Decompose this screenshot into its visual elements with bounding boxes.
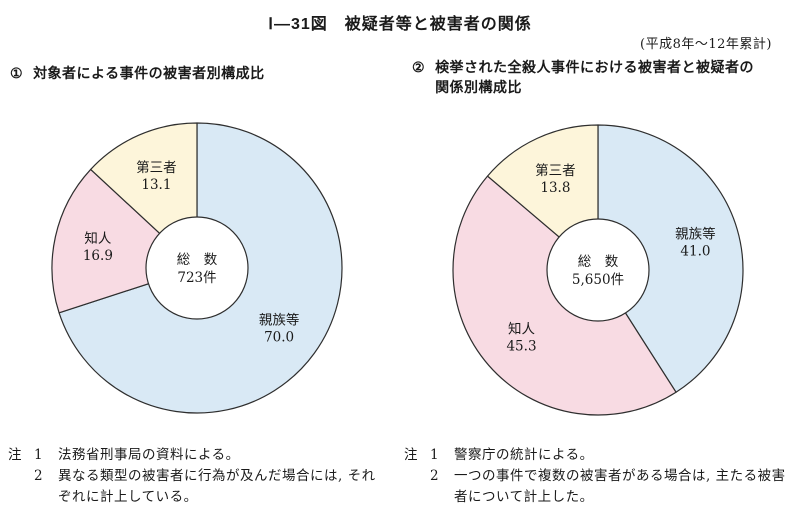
chart1-heading: ① 対象者による事件の被害者別構成比 — [10, 63, 362, 83]
note-item-text: 法務省刑事局の資料による。 — [58, 447, 240, 463]
center-total-label: 総 数 — [177, 252, 218, 268]
slice-value: 70.0 — [264, 330, 294, 346]
note-item-number: 1 — [430, 447, 440, 463]
slice-value: 13.1 — [141, 177, 171, 193]
chart1-notes: 注 1 法務省刑事局の資料による。 2 異なる類型の被害者に行為が及んだ場合には… — [8, 445, 380, 508]
chart1-heading-text: 対象者による事件の被害者別構成比 — [33, 65, 265, 81]
note-label-spacer — [8, 466, 34, 508]
note-label: 注 — [8, 447, 22, 463]
figure-subtitle: (平成8年～12年累計) — [640, 37, 772, 52]
donut-hole — [145, 216, 249, 320]
slice-label: 第三者 — [535, 162, 576, 179]
center-total-value: 723件 — [177, 270, 216, 286]
note-label: 注 — [404, 447, 418, 463]
note-item-text: 警察庁の統計による。 — [454, 447, 594, 463]
chart1-heading-number: ① — [10, 65, 24, 81]
chart2-heading-number: ② — [412, 59, 426, 75]
slice-label: 知人 — [84, 230, 111, 247]
slice-label: 親族等 — [675, 226, 716, 243]
note-label-spacer — [404, 466, 430, 508]
note-item-number: 1 — [34, 447, 44, 463]
center-total-label: 総 数 — [578, 254, 619, 270]
donut-hole — [546, 218, 650, 322]
note-item-text: 異なる類型の被害者に行為が及んだ場合には, それぞれに計上している。 — [58, 467, 376, 505]
pie-slice-親族等 — [597, 124, 744, 393]
slice-label: 親族等 — [259, 312, 300, 329]
slice-value: 16.9 — [83, 248, 113, 264]
chart2-heading: ② 検挙された全殺人事件における被害者と被疑者の関係別構成比 — [412, 57, 766, 98]
slice-label: 第三者 — [136, 159, 177, 176]
center-total-value: 5,650件 — [572, 272, 624, 288]
slice-value: 45.3 — [506, 339, 536, 355]
slice-value: 13.8 — [540, 180, 570, 196]
slice-value: 41.0 — [680, 244, 710, 260]
chart2-heading-text: 検挙された全殺人事件における被害者と被疑者の関係別構成比 — [435, 59, 755, 96]
figure-title: Ⅰ―31図 被疑者等と被害者の関係 — [268, 16, 532, 33]
note-item-text: 一つの事件で複数の被害者がある場合は, 主たる被害者について計上した。 — [454, 467, 786, 505]
note-item-number: 2 — [34, 467, 44, 484]
note-item-number: 2 — [430, 467, 440, 484]
slice-label: 知人 — [508, 321, 535, 338]
chart2-notes: 注 1 警察庁の統計による。 2 一つの事件で複数の被害者がある場合は, 主たる… — [404, 445, 792, 508]
